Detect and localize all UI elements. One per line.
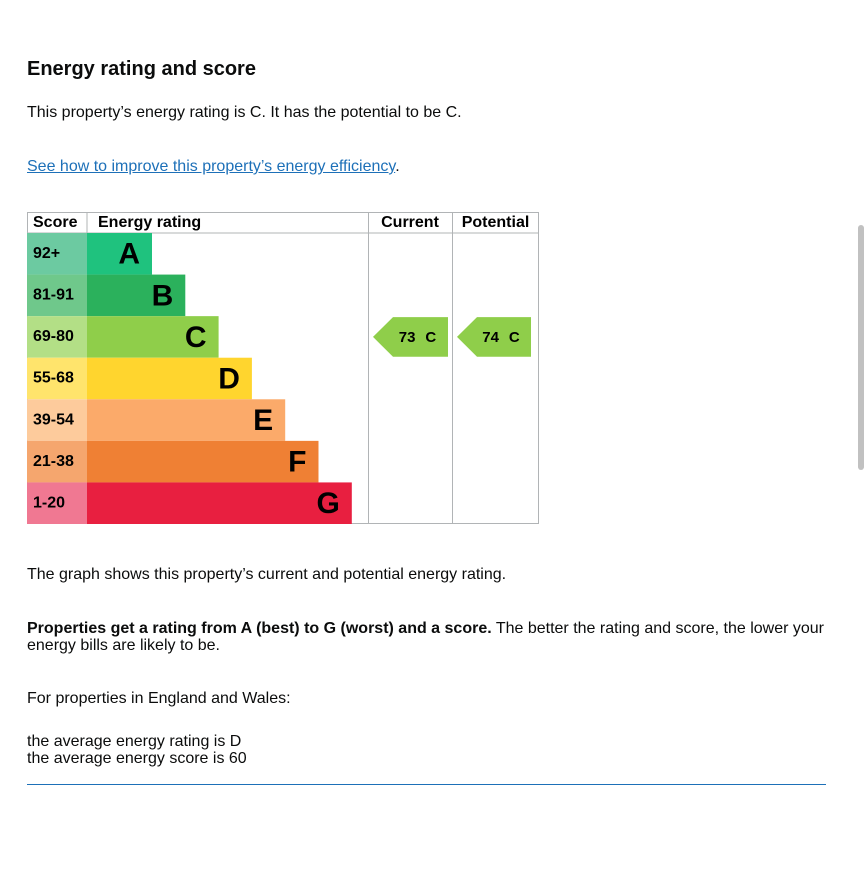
rating-letter: F <box>288 446 306 479</box>
average-score: the average energy score is 60 <box>27 750 247 767</box>
score-range: 39-54 <box>33 411 74 428</box>
rating-bar <box>87 440 319 483</box>
score-cell <box>27 316 87 358</box>
current-arrow <box>373 317 448 357</box>
potential-arrow <box>457 317 531 357</box>
header-potential: Potential <box>462 214 530 231</box>
average-rating: the average energy rating is D <box>27 733 242 750</box>
potential-band: C <box>509 329 520 346</box>
current-band: C <box>425 329 436 346</box>
score-cell <box>27 357 87 400</box>
potential-score: 74 <box>482 329 499 346</box>
header-score: Score <box>33 214 78 231</box>
divider <box>27 784 826 785</box>
score-cell <box>27 233 87 275</box>
rating-bar <box>87 357 252 400</box>
scrollbar <box>858 225 864 470</box>
score-range: 92+ <box>33 245 60 262</box>
score-cell <box>27 274 87 317</box>
current-label: 73 C <box>399 329 437 346</box>
caption: The graph shows this property’s current … <box>27 566 507 583</box>
score-range: 21-38 <box>33 453 74 470</box>
region: For properties in England and Wales: <box>27 690 291 707</box>
current-score: 73 <box>399 329 416 346</box>
intro: This property’s energy rating is C. It h… <box>27 104 462 121</box>
rating-letter: D <box>218 362 240 395</box>
rating-bar <box>87 482 352 524</box>
rating-bar <box>87 399 286 441</box>
rating-letter: E <box>253 404 273 437</box>
explanation: Properties get a rating from A (best) to… <box>27 620 827 654</box>
header-current: Current <box>381 214 439 231</box>
score-range: 1-20 <box>33 494 65 511</box>
link-suffix: . <box>395 158 400 175</box>
score-range: 81-91 <box>33 287 74 304</box>
header-rating: Energy rating <box>98 214 201 231</box>
energy-graph: Score Energy rating Current Potential 92+ A 81… <box>27 212 539 524</box>
rating-bar <box>87 316 219 358</box>
rating-letter: A <box>118 238 140 271</box>
rating-letter: B <box>152 279 174 312</box>
explanation-bold: Properties get a rating from A (best) to… <box>27 620 492 637</box>
link-line: See how to improve this property’s energ… <box>27 158 400 176</box>
score-cell <box>27 399 87 441</box>
rating-letter: C <box>185 321 207 354</box>
heading: Energy rating and score <box>27 58 256 80</box>
score-range: 69-80 <box>33 328 74 345</box>
improve-link[interactable]: See how to improve this property’s energ… <box>27 158 396 175</box>
score-cell <box>27 482 87 524</box>
rating-bar <box>87 274 186 317</box>
rating-bar <box>87 233 152 275</box>
potential-label: 74 C <box>482 329 520 346</box>
rating-letter: G <box>316 487 339 520</box>
score-cell <box>27 440 87 483</box>
explanation-rest: The better the rating and score, the low… <box>27 620 825 654</box>
score-range: 55-68 <box>33 370 74 387</box>
